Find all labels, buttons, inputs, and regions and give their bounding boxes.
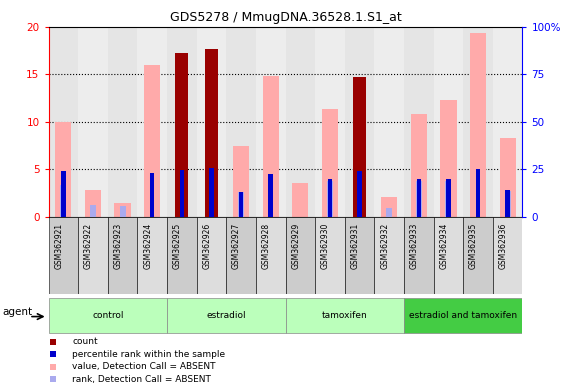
Bar	[138, 27, 167, 217]
Bar	[78, 217, 108, 294]
Bar	[61, 185, 66, 217]
Text: GSM362935: GSM362935	[469, 223, 478, 270]
Bar	[381, 197, 397, 217]
Text: GSM362936: GSM362936	[498, 223, 508, 270]
Bar	[90, 205, 96, 217]
Bar	[286, 298, 404, 333]
Bar	[150, 173, 154, 217]
Bar	[209, 169, 214, 217]
Text: GSM362932: GSM362932	[380, 223, 389, 269]
Text: estradiol: estradiol	[207, 311, 246, 320]
Bar	[328, 179, 332, 217]
Bar	[470, 33, 486, 217]
Bar	[238, 192, 244, 217]
Bar	[286, 217, 315, 294]
Text: GSM362931: GSM362931	[351, 223, 360, 269]
Bar	[239, 192, 243, 217]
Text: GSM362929: GSM362929	[291, 223, 300, 269]
Bar	[357, 171, 362, 217]
Bar	[411, 114, 427, 217]
Bar	[167, 217, 196, 294]
Bar	[226, 27, 256, 217]
Bar	[404, 217, 433, 294]
Bar	[55, 122, 71, 217]
Text: GSM362922: GSM362922	[84, 223, 93, 269]
Bar	[256, 27, 286, 217]
Text: tamoxifen: tamoxifen	[322, 311, 368, 320]
Bar	[463, 217, 493, 294]
Bar	[345, 27, 375, 217]
Text: rank, Detection Call = ABSENT: rank, Detection Call = ABSENT	[73, 374, 211, 384]
Bar	[196, 217, 226, 294]
Text: GSM362933: GSM362933	[410, 223, 419, 270]
Bar	[315, 217, 345, 294]
Bar	[375, 217, 404, 294]
Text: agent: agent	[2, 307, 33, 317]
Text: GSM362926: GSM362926	[203, 223, 211, 269]
Bar	[493, 217, 522, 294]
Bar	[404, 27, 433, 217]
Bar	[505, 190, 510, 217]
Bar	[233, 146, 249, 217]
Bar	[417, 179, 421, 217]
Bar	[463, 27, 493, 217]
Bar	[386, 209, 392, 217]
Text: percentile rank within the sample: percentile rank within the sample	[73, 349, 226, 359]
Bar	[78, 27, 108, 217]
Bar	[433, 27, 463, 217]
Bar	[476, 169, 480, 217]
Bar	[500, 138, 516, 217]
Bar	[120, 205, 126, 217]
Bar	[49, 217, 78, 294]
Bar	[440, 100, 457, 217]
Bar	[144, 65, 160, 217]
Text: value, Detection Call = ABSENT: value, Detection Call = ABSENT	[73, 362, 216, 371]
Bar	[375, 27, 404, 217]
Bar	[85, 190, 101, 217]
Bar	[61, 171, 66, 217]
Bar	[196, 27, 226, 217]
Bar	[505, 191, 510, 217]
Bar	[226, 217, 256, 294]
Bar	[268, 174, 273, 217]
Bar	[180, 170, 184, 217]
Bar	[433, 217, 463, 294]
Bar	[446, 179, 451, 217]
Text: count: count	[73, 337, 98, 346]
Text: control: control	[92, 311, 123, 320]
Bar	[286, 27, 315, 217]
Bar	[175, 53, 188, 217]
Text: estradiol and tamoxifen: estradiol and tamoxifen	[409, 311, 517, 320]
Bar	[167, 298, 286, 333]
Text: GSM362930: GSM362930	[321, 223, 330, 270]
Bar	[114, 203, 131, 217]
Bar	[49, 27, 78, 217]
Bar	[138, 217, 167, 294]
Bar	[416, 181, 422, 217]
Bar	[167, 27, 196, 217]
Text: GSM362921: GSM362921	[54, 223, 63, 269]
Bar	[292, 183, 308, 217]
Bar	[493, 27, 522, 217]
Bar	[256, 217, 286, 294]
Text: GSM362928: GSM362928	[262, 223, 271, 269]
Bar	[263, 76, 279, 217]
Bar	[353, 77, 366, 217]
Title: GDS5278 / MmugDNA.36528.1.S1_at: GDS5278 / MmugDNA.36528.1.S1_at	[170, 11, 401, 24]
Text: GSM362934: GSM362934	[440, 223, 448, 270]
Text: GSM362925: GSM362925	[173, 223, 182, 269]
Bar	[315, 27, 345, 217]
Text: GSM362927: GSM362927	[232, 223, 241, 269]
Bar	[108, 27, 138, 217]
Bar	[404, 298, 522, 333]
Bar	[205, 49, 218, 217]
Bar	[345, 217, 375, 294]
Bar	[322, 109, 338, 217]
Bar	[445, 181, 451, 217]
Text: GSM362924: GSM362924	[143, 223, 152, 269]
Bar	[108, 217, 138, 294]
Text: GSM362923: GSM362923	[114, 223, 123, 269]
Bar	[327, 181, 333, 217]
Bar	[49, 298, 167, 333]
